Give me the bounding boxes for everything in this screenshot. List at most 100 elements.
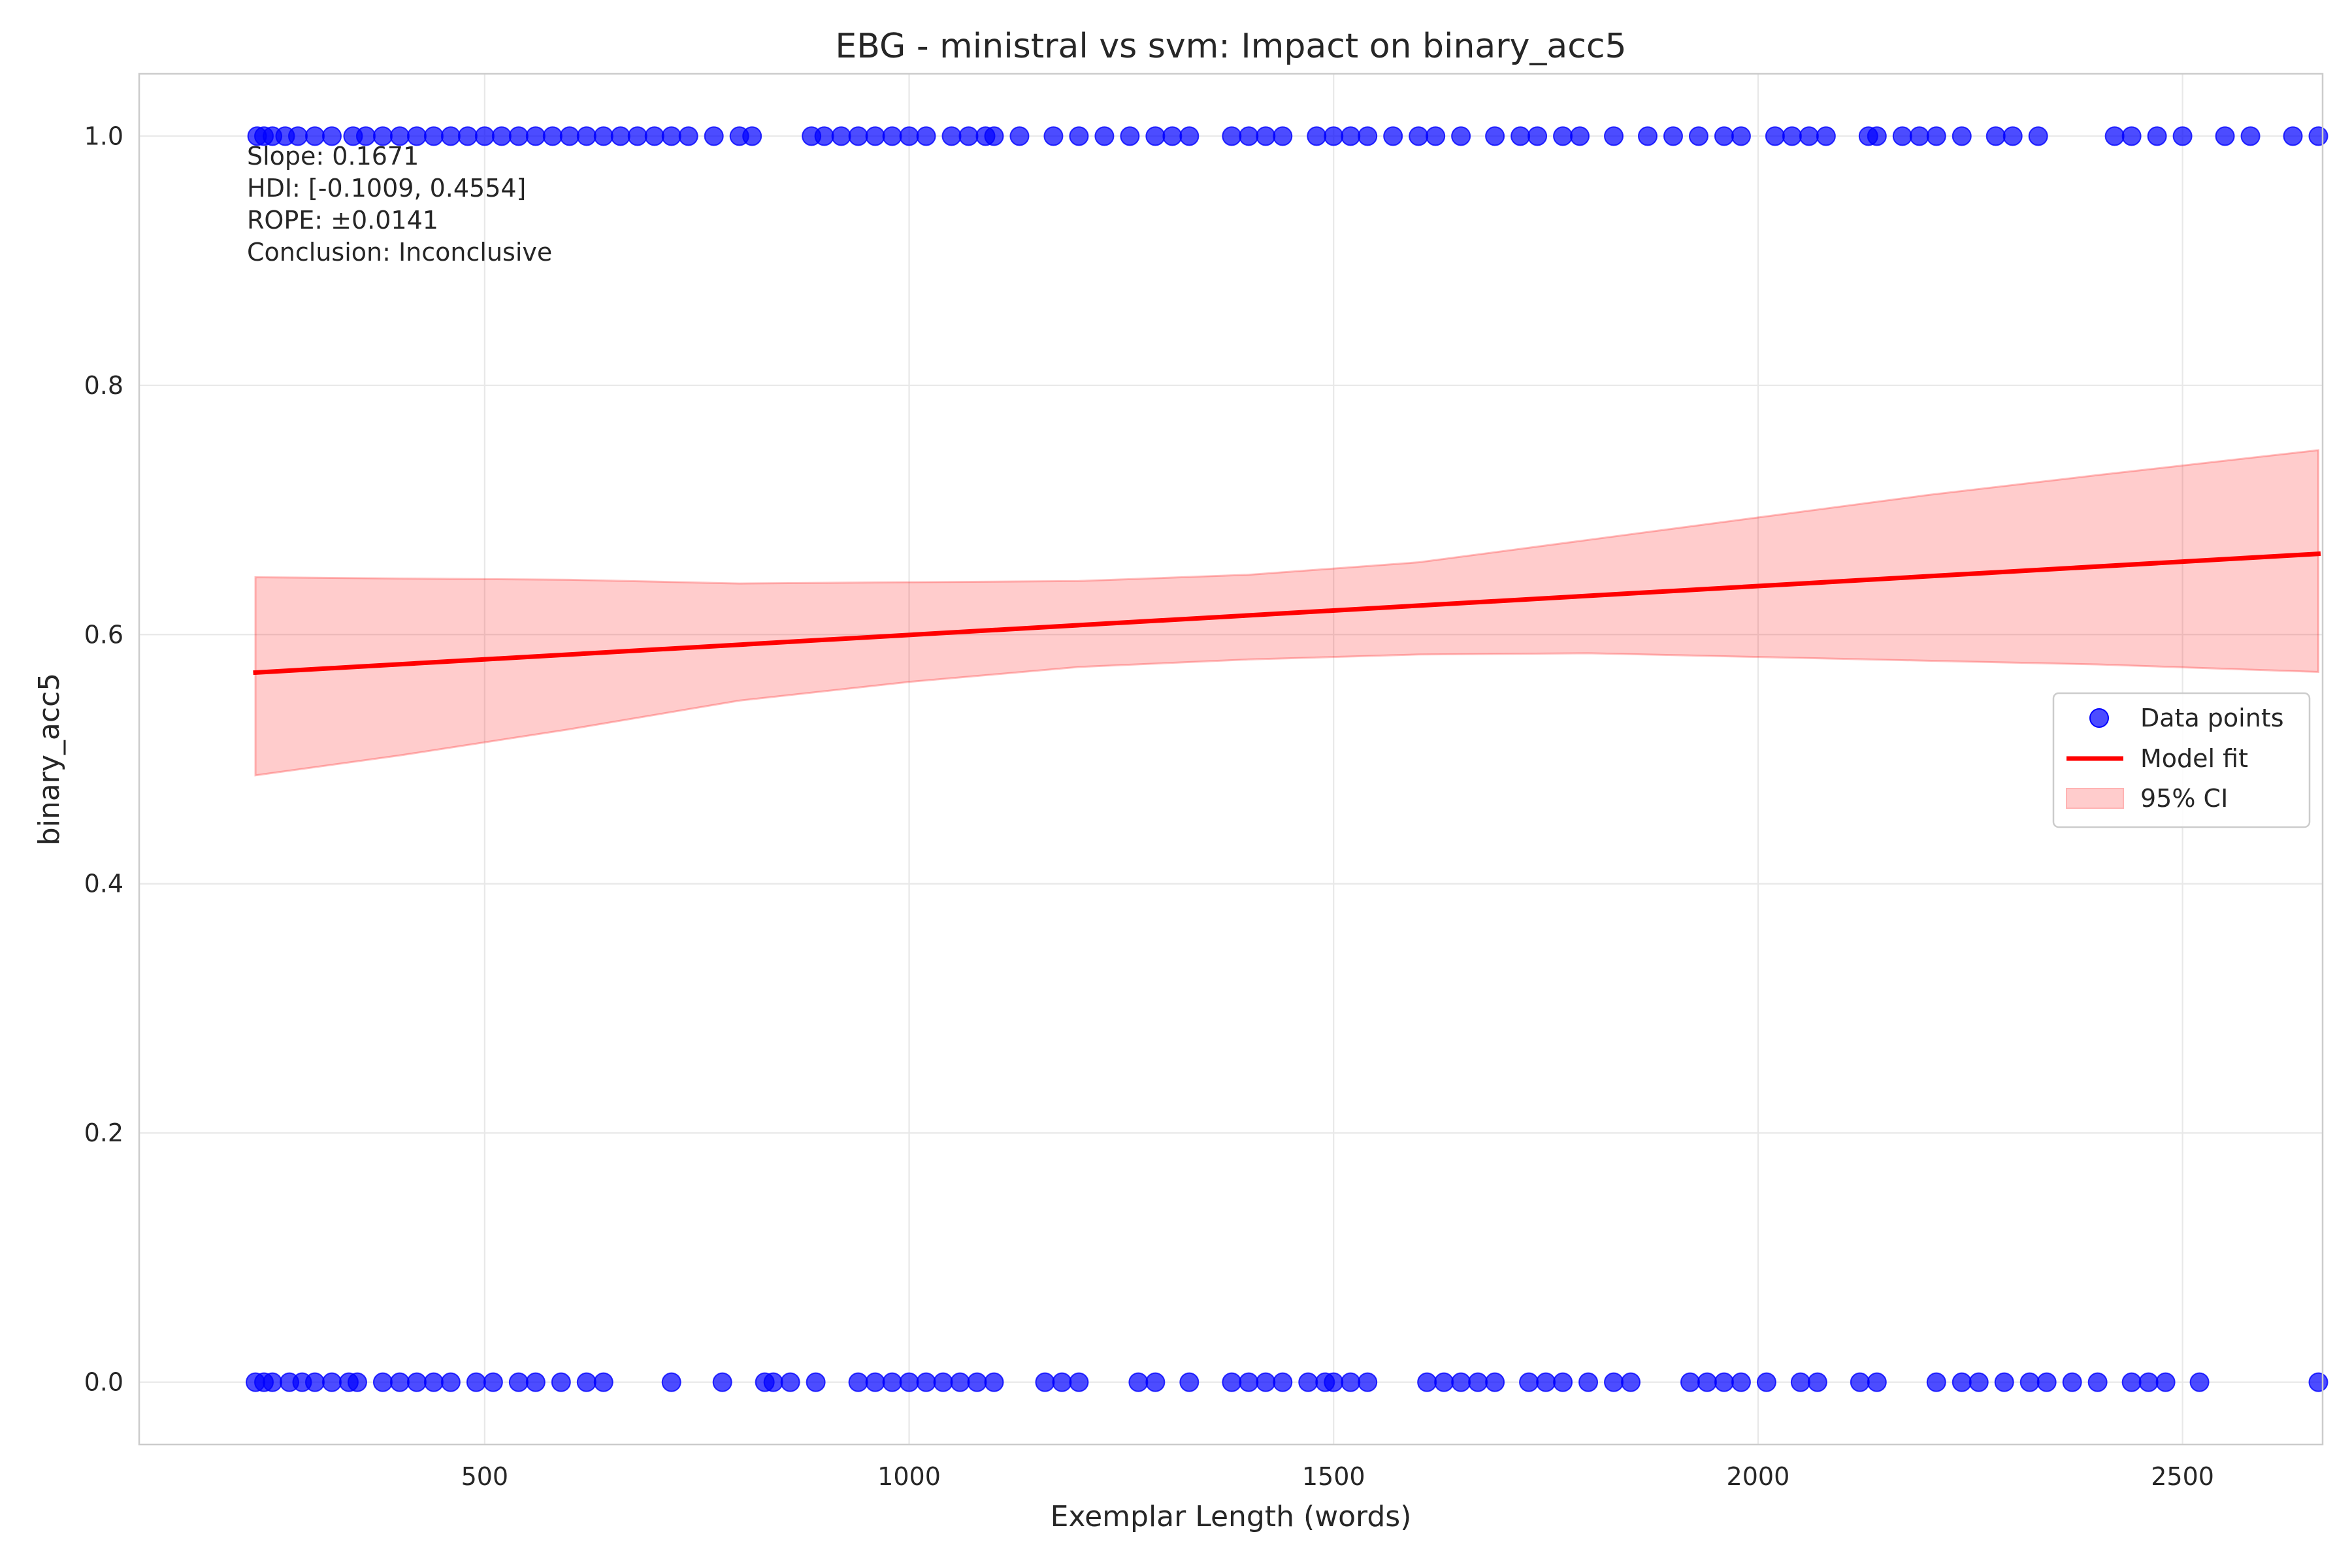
plot-frame bbox=[138, 73, 2324, 1446]
data-point bbox=[2189, 1372, 2210, 1392]
data-point bbox=[576, 1372, 596, 1392]
data-point bbox=[1298, 1372, 1318, 1392]
data-point bbox=[2028, 126, 2048, 146]
data-point bbox=[321, 1372, 342, 1392]
data-point bbox=[1222, 1372, 1242, 1392]
data-point bbox=[848, 1372, 868, 1392]
data-point bbox=[1604, 126, 1624, 146]
data-point bbox=[882, 1372, 902, 1392]
data-point bbox=[2121, 126, 2142, 146]
data-point bbox=[1043, 126, 1064, 146]
model-fit-layer bbox=[253, 551, 2321, 676]
data-point bbox=[1952, 126, 1972, 146]
data-point bbox=[406, 1372, 427, 1392]
data-point bbox=[2104, 126, 2125, 146]
data-point bbox=[2036, 1372, 2057, 1392]
data-point bbox=[1069, 1372, 1089, 1392]
data-point bbox=[2147, 126, 2167, 146]
data-point bbox=[1324, 1372, 1344, 1392]
x-tick-label: 1500 bbox=[1302, 1462, 1365, 1491]
data-point bbox=[780, 1372, 800, 1392]
data-point bbox=[1570, 126, 1590, 146]
data-point bbox=[1222, 126, 1242, 146]
data-point bbox=[2240, 126, 2261, 146]
data-point bbox=[2002, 126, 2023, 146]
data-point bbox=[321, 126, 342, 146]
data-point bbox=[941, 126, 962, 146]
y-tick-label: 0.4 bbox=[84, 870, 123, 898]
data-point bbox=[2155, 1372, 2176, 1392]
annotation-slope: Slope: 0.1671 bbox=[247, 142, 419, 171]
data-point bbox=[1731, 126, 1751, 146]
x-tick-label: 1000 bbox=[877, 1462, 941, 1491]
data-point bbox=[1239, 1372, 1259, 1392]
data-point bbox=[1952, 1372, 1972, 1392]
legend: Data points Model fit 95% CI bbox=[2052, 692, 2311, 828]
data-point bbox=[1553, 1372, 1573, 1392]
data-point bbox=[551, 1372, 571, 1392]
data-point bbox=[627, 126, 647, 146]
data-point bbox=[899, 1372, 919, 1392]
data-point bbox=[1145, 1372, 1166, 1392]
data-point bbox=[1256, 126, 1276, 146]
data-point bbox=[347, 1372, 367, 1392]
annotation-rope: ROPE: ±0.0141 bbox=[247, 206, 438, 235]
data-point bbox=[1680, 1372, 1700, 1392]
data-point bbox=[882, 126, 902, 146]
data-point bbox=[1663, 126, 1683, 146]
data-point bbox=[1162, 126, 1183, 146]
legend-label-ci: 95% CI bbox=[2140, 784, 2228, 813]
data-point bbox=[508, 126, 529, 146]
data-point bbox=[1485, 126, 1505, 146]
data-point bbox=[984, 126, 1004, 146]
data-point bbox=[593, 126, 613, 146]
data-point bbox=[1790, 1372, 1810, 1392]
data-point bbox=[644, 126, 664, 146]
data-point bbox=[1799, 126, 1819, 146]
data-point bbox=[950, 1372, 970, 1392]
data-point bbox=[610, 126, 630, 146]
data-point bbox=[474, 126, 495, 146]
data-point bbox=[1519, 1372, 1539, 1392]
data-point bbox=[466, 1372, 486, 1392]
data-point bbox=[423, 1372, 444, 1392]
data-point bbox=[1035, 1372, 1055, 1392]
y-tick-label: 0.6 bbox=[84, 620, 123, 649]
legend-label-model-fit: Model fit bbox=[2140, 744, 2248, 773]
data-point bbox=[1179, 1372, 1200, 1392]
data-point bbox=[508, 1372, 529, 1392]
data-point bbox=[423, 126, 444, 146]
data-point bbox=[1256, 1372, 1276, 1392]
chart-title: EBG - ministral vs svm: Impact on binary… bbox=[835, 27, 1626, 66]
data-point bbox=[1994, 1372, 2014, 1392]
data-point bbox=[1892, 126, 1912, 146]
data-point bbox=[1688, 126, 1708, 146]
data-point bbox=[1968, 1372, 1989, 1392]
tick-labels: 500 1000 1500 2000 2500 0.0 0.2 0.4 0.6 0.8 1.0 bbox=[84, 122, 2214, 1491]
data-point bbox=[831, 126, 851, 146]
model-fit-line bbox=[253, 551, 2321, 676]
data-point bbox=[661, 126, 681, 146]
data-point bbox=[2062, 1372, 2082, 1392]
data-point bbox=[1553, 126, 1573, 146]
data-point bbox=[1985, 126, 2006, 146]
data-point bbox=[1409, 126, 1429, 146]
data-point bbox=[1756, 1372, 1776, 1392]
annotation-hdi: HDI: [-0.1009, 0.4554] bbox=[247, 174, 526, 203]
data-point bbox=[1383, 126, 1403, 146]
data-point bbox=[1867, 126, 1887, 146]
data-point bbox=[559, 126, 580, 146]
data-point bbox=[1527, 126, 1548, 146]
x-tick-label: 2000 bbox=[1727, 1462, 1790, 1491]
y-tick-label: 1.0 bbox=[84, 122, 123, 150]
data-point bbox=[1307, 126, 1327, 146]
data-point bbox=[899, 126, 919, 146]
data-point bbox=[1426, 126, 1446, 146]
data-point bbox=[678, 126, 698, 146]
data-point bbox=[967, 1372, 987, 1392]
data-point bbox=[525, 126, 546, 146]
data-point bbox=[1926, 126, 1946, 146]
data-point bbox=[1867, 1372, 1887, 1392]
